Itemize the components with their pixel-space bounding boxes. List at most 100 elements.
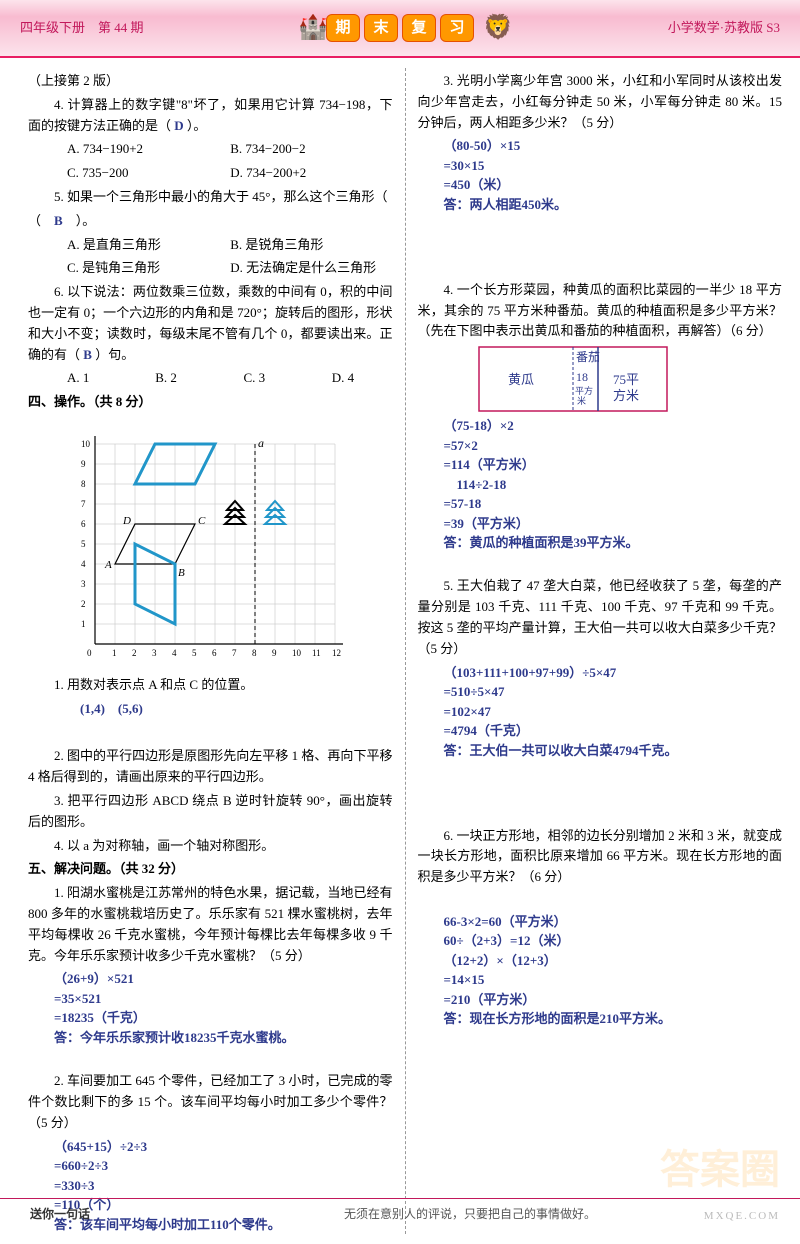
problem5-calc: （103+111+100+97+99）÷5×47 =510÷5×47 =102×…: [444, 663, 783, 761]
q4-optA: A. 734−190+2: [67, 139, 227, 160]
grid-figure: a A B C D 1234567891011120 12345678910: [60, 419, 360, 669]
calc-line: （103+111+100+97+99）÷5×47: [444, 663, 783, 683]
svg-text:2: 2: [81, 599, 86, 609]
calc-line: 答：王大伯一共可以收大白菜4794千克。: [444, 741, 783, 761]
svg-text:9: 9: [272, 648, 277, 658]
header-left: 四年级下册 第 44 期: [20, 18, 144, 39]
calc-line: （75-18）×2: [444, 416, 783, 436]
q6-answer: B: [83, 347, 92, 362]
calc-line: （12+2）×（12+3）: [444, 951, 783, 971]
diag-right-unit: 方米: [613, 388, 639, 403]
q5-row1: A. 是直角三角形 B. 是锐角三角形: [28, 235, 393, 256]
q4-options-row1: A. 734−190+2 B. 734−200−2: [28, 139, 393, 160]
calc-line: （80-50）×15: [444, 136, 783, 156]
q6-optA: A. 1: [67, 368, 152, 389]
problem3-text: 3. 光明小学离少年宫 3000 米，小红和小军同时从该校出发向少年宫走去，小红…: [418, 71, 783, 133]
q6-optD: D. 4: [332, 370, 354, 385]
q4-optC: C. 735−200: [67, 163, 227, 184]
svg-text:7: 7: [232, 648, 237, 658]
diag-mid-num: 18: [576, 370, 588, 384]
q5-answer: B: [54, 213, 63, 228]
svg-text:12: 12: [332, 648, 341, 658]
svg-text:10: 10: [81, 439, 91, 449]
calc-line: =30×15: [444, 156, 783, 176]
q4-answer: D: [174, 118, 183, 133]
calc-line: =510÷5×47: [444, 682, 783, 702]
column-divider: [405, 68, 406, 1234]
svg-text:9: 9: [81, 459, 86, 469]
castle-icon: 🏰: [298, 9, 328, 47]
problem1-calc: （26+9）×521 =35×521 =18235（千克） 答：今年乐乐家预计收…: [54, 969, 393, 1047]
problem3-calc: （80-50）×15 =30×15 =450（米） 答：两人相距450米。: [444, 136, 783, 214]
q5-optB: B. 是锐角三角形: [230, 237, 323, 252]
section4-title: 四、操作。（共 8 分）: [28, 392, 393, 413]
calc-line: 114÷2-18: [444, 475, 783, 495]
svg-text:0: 0: [87, 648, 92, 658]
problem5-text: 5. 王大伯栽了 47 垄大白菜，他已经收获了 5 垄，每垄的产量分别是 103…: [418, 576, 783, 659]
q4-optD: D. 734−200+2: [230, 165, 306, 180]
diag-left-label: 黄瓜: [508, 372, 534, 387]
problem2-text: 2. 车间要加工 645 个零件，已经加工了 3 小时，已完成的零件个数比剩下的…: [28, 1071, 393, 1133]
section5-title: 五、解决问题。（共 32 分）: [28, 859, 393, 880]
problem4-text: 4. 一个长方形菜园，种黄瓜的面积比菜园的一半少 18 平方米，其余的 75 平…: [418, 280, 783, 342]
svg-text:D: D: [122, 515, 131, 527]
q5-optA: A. 是直角三角形: [67, 235, 227, 256]
calc-line: =210（平方米）: [444, 990, 783, 1010]
q6-text: 6. 以下说法：两位数乘三位数，乘数的中间有 0，积的中间也一定有 0；一个六边…: [28, 282, 393, 365]
svg-text:3: 3: [81, 579, 86, 589]
svg-text:2: 2: [132, 648, 137, 658]
lion-icon: 🦁: [483, 9, 513, 47]
svg-text:5: 5: [192, 648, 197, 658]
calc-line: =114（平方米）: [444, 455, 783, 475]
q5-row2: C. 是钝角三角形 D. 无法确定是什么三角形: [28, 258, 393, 279]
title-char: 末: [364, 14, 398, 42]
diag-mid-u2: 米: [577, 395, 586, 406]
q6-optC: C. 3: [244, 368, 329, 389]
q6-optB: B. 2: [155, 368, 240, 389]
calc-line: =450（米）: [444, 175, 783, 195]
op-q1: 1. 用数对表示点 A 和点 C 的位置。: [28, 675, 393, 696]
svg-text:8: 8: [81, 479, 86, 489]
svg-text:3: 3: [152, 648, 157, 658]
problem1-text: 1. 阳湖水蜜桃是江苏常州的特色水果，据记载，当地已经有 800 多年的水蜜桃栽…: [28, 883, 393, 966]
page-header: 四年级下册 第 44 期 🏰 期 末 复 习 🦁 小学数学·苏教版 S3: [0, 0, 800, 58]
watermark-url: MXQE.COM: [704, 1208, 780, 1226]
right-column: 3. 光明小学离少年宫 3000 米，小红和小军同时从该校出发向少年宫走去，小红…: [418, 68, 783, 1234]
content-area: （上接第 2 版） 4. 计算器上的数字键"8"坏了，如果用它计算 734−19…: [0, 58, 800, 1244]
svg-text:4: 4: [172, 648, 177, 658]
calc-line: =39（平方米）: [444, 514, 783, 534]
svg-text:7: 7: [81, 499, 86, 509]
left-column: （上接第 2 版） 4. 计算器上的数字键"8"坏了，如果用它计算 734−19…: [28, 68, 393, 1234]
q4-text: 4. 计算器上的数字键"8"坏了，如果用它计算 734−198，下面的按键方法正…: [28, 95, 393, 137]
diag-mid-u1: 平方: [575, 385, 593, 396]
svg-text:6: 6: [212, 648, 217, 658]
q4-end: ）。: [187, 118, 207, 133]
calc-line: =102×47: [444, 702, 783, 722]
calc-line: =4794（千克）: [444, 721, 783, 741]
q4-line1: 4. 计算器上的数字键"8"坏了，如果用它计算 734−198，下面的按键方法正…: [28, 97, 393, 133]
q5-line1: 5. 如果一个三角形中最小的角大于 45°，那么这个三角形（: [54, 189, 387, 204]
calc-line: 60÷（2+3）=12（米）: [444, 931, 783, 951]
title-char: 期: [326, 14, 360, 42]
p4-diagram: 黄瓜 番茄 18 平方 米 75平 方米: [478, 346, 668, 412]
svg-text:1: 1: [81, 619, 86, 629]
calc-line: =14×15: [444, 970, 783, 990]
svg-text:a: a: [258, 436, 264, 450]
q5-answer-row: （ B ）。: [28, 211, 393, 232]
header-title: 期 末 复 习: [326, 14, 474, 42]
problem6-text: 6. 一块正方形地，相邻的边长分别增加 2 米和 3 米，就变成一块长方形地，面…: [418, 826, 783, 888]
calc-line: （26+9）×521: [54, 969, 393, 989]
svg-text:11: 11: [312, 648, 321, 658]
header-right: 小学数学·苏教版 S3: [668, 18, 780, 39]
calc-line: 答：现在长方形地的面积是210平方米。: [444, 1009, 783, 1029]
q5-optC: C. 是钝角三角形: [67, 258, 227, 279]
q5-optD: D. 无法确定是什么三角形: [230, 260, 376, 275]
title-char: 复: [402, 14, 436, 42]
q6-end: ）句。: [95, 347, 134, 362]
op-q1-answer: (1,4) (5,6): [28, 699, 393, 720]
svg-text:4: 4: [81, 559, 86, 569]
svg-text:10: 10: [292, 648, 302, 658]
svg-text:6: 6: [81, 519, 86, 529]
calc-line: 答：黄瓜的种植面积是39平方米。: [444, 533, 783, 553]
calc-line: 答：两人相距450米。: [444, 195, 783, 215]
